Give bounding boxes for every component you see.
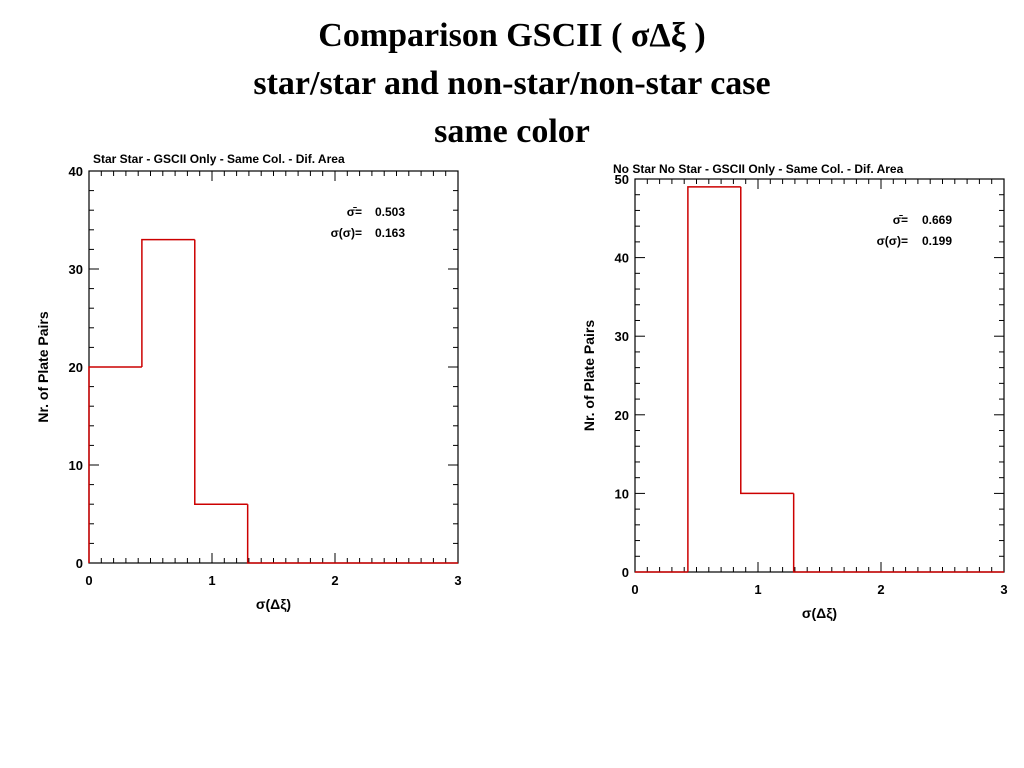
- left-histogram-bin-3: [246, 504, 458, 564]
- right-y-tick-label: 30: [615, 329, 629, 344]
- left-y-tick-label: 10: [69, 458, 83, 473]
- right-stat-label-1: σ(σ)=: [877, 234, 908, 248]
- left-histogram-bin-1: [141, 238, 195, 367]
- right-histogram-bin-1: [687, 186, 741, 572]
- left-y-axis-label: Nr. of Plate Pairs: [35, 311, 51, 422]
- left-y-tick-label: 0: [76, 556, 83, 571]
- left-x-tick-label: 2: [331, 573, 338, 588]
- right-stat-value-1: 0.199: [922, 234, 952, 248]
- right-y-tick-label: 50: [615, 172, 629, 187]
- left-stat-label-1: σ(σ)=: [331, 226, 362, 240]
- right-histogram-bin-2: [740, 186, 794, 495]
- right-x-tick-label: 1: [754, 582, 761, 597]
- slide-title-line-3: same color: [434, 113, 590, 150]
- left-stat-value-1: 0.163: [375, 226, 405, 240]
- right-y-tick-label: 0: [622, 565, 629, 580]
- right-chart-group: No Star No Star - GSCII Only - Same Col.…: [581, 162, 1008, 621]
- right-histogram-bin-3: [792, 493, 1004, 573]
- left-chart-group: Star Star - GSCII Only - Same Col. - Dif…: [35, 152, 462, 612]
- left-x-axis-label: σ(Δξ): [256, 596, 291, 612]
- right-stat-value-0: 0.669: [922, 213, 952, 227]
- left-histogram-bin-2: [194, 239, 248, 505]
- right-x-tick-label: 0: [631, 582, 638, 597]
- left-chart-title: Star Star - GSCII Only - Same Col. - Dif…: [93, 152, 345, 166]
- left-x-tick-label: 3: [454, 573, 461, 588]
- right-chart-title: No Star No Star - GSCII Only - Same Col.…: [613, 162, 904, 176]
- left-y-tick-label: 20: [69, 360, 83, 375]
- right-y-tick-label: 40: [615, 251, 629, 266]
- left-stat-value-0: 0.503: [375, 205, 405, 219]
- right-y-axis-label: Nr. of Plate Pairs: [581, 320, 597, 431]
- left-histogram-bin-0: [88, 366, 142, 563]
- right-stat-label-0: σ̄=: [893, 213, 908, 227]
- right-x-tick-label: 2: [877, 582, 884, 597]
- left-stat-label-0: σ̄=: [347, 205, 362, 219]
- right-x-tick-label: 3: [1000, 582, 1007, 597]
- slide-title-line-2: star/star and non-star/non-star case: [253, 65, 771, 102]
- right-y-tick-label: 20: [615, 408, 629, 423]
- left-x-tick-label: 0: [85, 573, 92, 588]
- right-y-tick-label: 10: [615, 486, 629, 501]
- left-y-tick-label: 30: [69, 262, 83, 277]
- left-x-tick-label: 1: [208, 573, 215, 588]
- left-y-tick-label: 40: [69, 164, 83, 179]
- slide-title-line-1: Comparison GSCII ( σΔξ ): [318, 17, 706, 54]
- slide-title: Comparison GSCII ( σΔξ ) star/star and n…: [0, 12, 1024, 156]
- right-x-axis-label: σ(Δξ): [802, 605, 837, 621]
